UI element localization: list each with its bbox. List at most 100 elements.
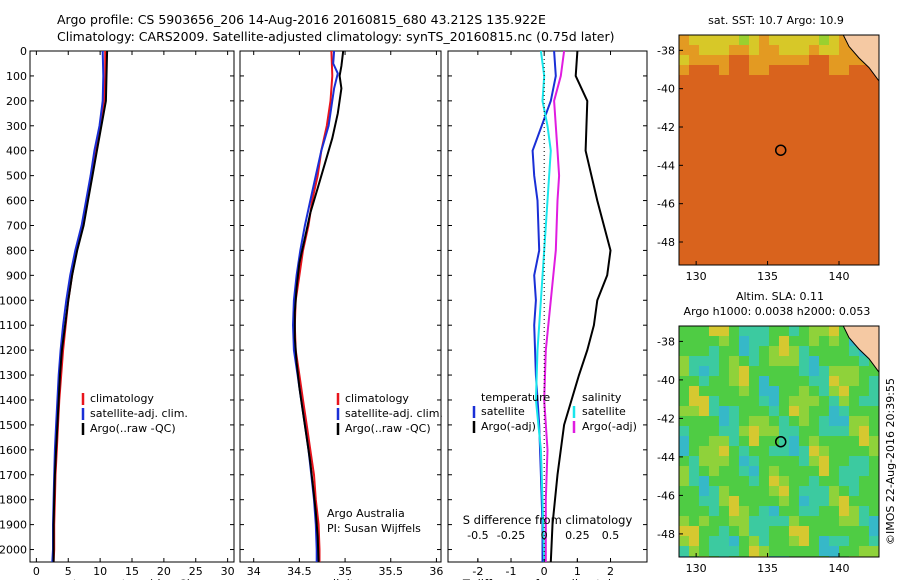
map-cell xyxy=(689,115,699,125)
map-cell xyxy=(809,506,819,516)
map-cell xyxy=(799,536,809,546)
map-cell xyxy=(679,125,689,135)
map-cell xyxy=(709,165,719,175)
map-cell xyxy=(829,145,839,155)
map-cell xyxy=(729,235,739,245)
map-cell xyxy=(849,215,859,225)
map-cell xyxy=(779,215,789,225)
map-cell xyxy=(729,135,739,145)
map-cell xyxy=(749,386,759,396)
difference-x-tick-label: -2 xyxy=(472,565,483,578)
map-cell xyxy=(829,195,839,205)
map-cell xyxy=(779,496,789,506)
map-cell xyxy=(829,496,839,506)
map-cell xyxy=(689,406,699,416)
map-cell xyxy=(859,95,869,105)
map-cell xyxy=(839,175,849,185)
map-cell xyxy=(839,486,849,496)
map-cell xyxy=(679,155,689,165)
map-cell xyxy=(749,476,759,486)
map-cell xyxy=(839,476,849,486)
map-cell xyxy=(709,235,719,245)
map-cell xyxy=(709,255,719,265)
map-cell xyxy=(859,165,869,175)
map-cell xyxy=(709,205,719,215)
map-cell xyxy=(869,255,879,265)
map-cell xyxy=(779,386,789,396)
map-cell xyxy=(749,105,759,115)
map-cell xyxy=(729,346,739,356)
map-cell xyxy=(689,185,699,195)
map-cell xyxy=(779,225,789,235)
map-cell xyxy=(829,75,839,85)
map-cell xyxy=(809,165,819,175)
legend-label: satellite-adj. clim. xyxy=(90,407,188,420)
map-cell xyxy=(729,195,739,205)
legend-label: satellite xyxy=(582,405,626,418)
map-cell xyxy=(869,115,879,125)
map-cell xyxy=(799,225,809,235)
map-cell xyxy=(839,65,849,75)
depth-tick-label: 1000 xyxy=(0,294,27,307)
map-cell xyxy=(859,426,869,436)
temperature-x-tick-label: 15 xyxy=(125,565,139,578)
map-cell xyxy=(729,516,739,526)
map-cell xyxy=(859,536,869,546)
map-cell xyxy=(869,466,879,476)
depth-tick-label: 1400 xyxy=(0,394,27,407)
map-cell xyxy=(799,155,809,165)
map-cell xyxy=(779,195,789,205)
map-cell xyxy=(769,426,779,436)
map-cell xyxy=(679,466,689,476)
map-cell xyxy=(699,546,709,556)
depth-tick-label: 1700 xyxy=(0,469,27,482)
map-cell xyxy=(739,496,749,506)
map-cell xyxy=(679,195,689,205)
legend-label: Argo(..raw -QC) xyxy=(90,422,176,435)
sla-map-y-tick-label: -46 xyxy=(657,489,675,502)
map-cell xyxy=(829,125,839,135)
sla-map-x-tick-label: 130 xyxy=(686,562,707,575)
map-cell xyxy=(729,75,739,85)
map-cell xyxy=(789,165,799,175)
map-cell xyxy=(799,356,809,366)
map-cell xyxy=(819,55,829,65)
map-cell xyxy=(839,426,849,436)
map-cell xyxy=(789,195,799,205)
map-cell xyxy=(769,245,779,255)
map-cell xyxy=(679,396,689,406)
map-cell xyxy=(719,255,729,265)
sst-map-x-tick-label: 130 xyxy=(686,270,707,283)
map-cell xyxy=(769,526,779,536)
map-cell xyxy=(689,426,699,436)
map-cell xyxy=(789,416,799,426)
map-cell xyxy=(749,336,759,346)
map-cell xyxy=(729,95,739,105)
legend-label: climatology xyxy=(90,392,154,405)
map-cell xyxy=(729,466,739,476)
map-cell xyxy=(809,536,819,546)
map-cell xyxy=(739,486,749,496)
map-cell xyxy=(679,336,689,346)
salinity-axes-frame xyxy=(239,50,442,563)
map-cell xyxy=(849,105,859,115)
map-cell xyxy=(749,516,759,526)
map-cell xyxy=(769,135,779,145)
map-cell xyxy=(719,225,729,235)
map-cell xyxy=(749,406,759,416)
map-cell xyxy=(839,255,849,265)
map-cell xyxy=(729,436,739,446)
map-cell xyxy=(779,65,789,75)
map-cell xyxy=(849,195,859,205)
salinity-x-tick-label: 35 xyxy=(338,565,352,578)
map-cell xyxy=(749,185,759,195)
map-cell xyxy=(859,366,869,376)
depth-tick-label: 2000 xyxy=(0,544,27,557)
map-cell xyxy=(689,376,699,386)
map-cell xyxy=(789,145,799,155)
map-cell xyxy=(829,436,839,446)
map-cell xyxy=(859,205,869,215)
map-cell xyxy=(829,446,839,456)
map-cell xyxy=(699,75,709,85)
map-cell xyxy=(799,185,809,195)
